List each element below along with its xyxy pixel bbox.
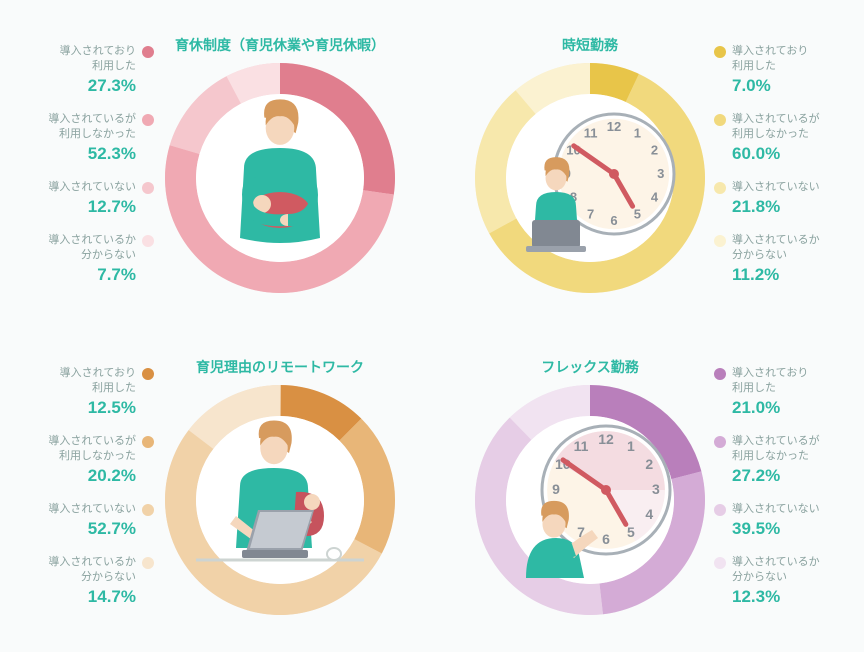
legend-label: 導入されているか 分からない bbox=[6, 555, 136, 585]
legend-item: 導入されており 利用した7.0% bbox=[732, 44, 862, 96]
legend-dot bbox=[714, 235, 726, 247]
legend-dot bbox=[142, 368, 154, 380]
svg-text:6: 6 bbox=[602, 531, 610, 547]
svg-text:3: 3 bbox=[657, 166, 664, 181]
legend-dot bbox=[714, 368, 726, 380]
legend-label: 導入されているか 分からない bbox=[732, 233, 862, 263]
legend-label: 導入されているが 利用しなかった bbox=[6, 434, 136, 464]
legend-pct: 12.3% bbox=[732, 587, 862, 607]
legend-dot bbox=[714, 557, 726, 569]
legend-dot bbox=[714, 46, 726, 58]
legend-item: 導入されているか 分からない7.7% bbox=[6, 233, 136, 285]
legend-pct: 52.7% bbox=[6, 519, 136, 539]
legend-pct: 60.0% bbox=[732, 144, 862, 164]
legend-label: 導入されているが 利用しなかった bbox=[732, 112, 862, 142]
legend-dot bbox=[714, 114, 726, 126]
svg-text:11: 11 bbox=[574, 438, 589, 454]
legend-dot bbox=[142, 557, 154, 569]
legend-flex-time: 導入されており 利用した21.0%導入されているが 利用しなかった27.2%導入… bbox=[732, 366, 862, 623]
legend-pct: 27.2% bbox=[732, 466, 862, 486]
legend-item: 導入されているか 分からない14.7% bbox=[6, 555, 136, 607]
legend-pct: 11.2% bbox=[732, 265, 862, 285]
legend-label: 導入されているか 分からない bbox=[732, 555, 862, 585]
donut-remote-work bbox=[163, 383, 397, 622]
legend-label: 導入されており 利用した bbox=[6, 366, 136, 396]
legend-label: 導入されていない bbox=[732, 502, 862, 517]
legend-item: 導入されており 利用した27.3% bbox=[6, 44, 136, 96]
svg-text:6: 6 bbox=[610, 213, 617, 228]
legend-item: 導入されているか 分からない12.3% bbox=[732, 555, 862, 607]
legend-dot bbox=[714, 436, 726, 448]
legend-pct: 7.7% bbox=[6, 265, 136, 285]
legend-item: 導入されており 利用した12.5% bbox=[6, 366, 136, 418]
legend-dot bbox=[714, 504, 726, 516]
svg-text:12: 12 bbox=[607, 119, 621, 134]
legend-label: 導入されているか 分からない bbox=[6, 233, 136, 263]
svg-text:1: 1 bbox=[634, 125, 641, 140]
title-remote-work: 育児理由のリモートワーク bbox=[130, 357, 430, 377]
legend-label: 導入されているが 利用しなかった bbox=[6, 112, 136, 142]
legend-dot bbox=[142, 235, 154, 247]
legend-remote-work: 導入されており 利用した12.5%導入されているが 利用しなかった20.2%導入… bbox=[6, 366, 136, 623]
legend-pct: 21.8% bbox=[732, 197, 862, 217]
svg-text:1: 1 bbox=[627, 438, 635, 454]
legend-dot bbox=[714, 182, 726, 194]
legend-dot bbox=[142, 504, 154, 516]
legend-item: 導入されていない 21.8% bbox=[732, 180, 862, 217]
legend-label: 導入されていない bbox=[732, 180, 862, 195]
legend-item: 導入されているが 利用しなかった60.0% bbox=[732, 112, 862, 164]
legend-item: 導入されているか 分からない11.2% bbox=[732, 233, 862, 285]
legend-pct: 12.7% bbox=[6, 197, 136, 217]
svg-text:12: 12 bbox=[598, 431, 614, 447]
svg-text:2: 2 bbox=[645, 456, 653, 472]
legend-pct: 14.7% bbox=[6, 587, 136, 607]
svg-text:5: 5 bbox=[627, 524, 635, 540]
svg-text:4: 4 bbox=[651, 189, 659, 204]
title-short-hours: 時短勤務 bbox=[440, 35, 740, 55]
legend-pct: 12.5% bbox=[6, 398, 136, 418]
svg-text:9: 9 bbox=[552, 481, 560, 497]
legend-parental-leave: 導入されており 利用した27.3%導入されているが 利用しなかった52.3%導入… bbox=[6, 44, 136, 301]
legend-dot bbox=[142, 182, 154, 194]
title-flex-time: フレックス勤務 bbox=[440, 357, 740, 377]
svg-text:3: 3 bbox=[652, 481, 660, 497]
donut-short-hours: 123456789101112 bbox=[473, 61, 707, 300]
svg-text:11: 11 bbox=[584, 125, 598, 140]
svg-text:2: 2 bbox=[651, 143, 658, 158]
legend-pct: 7.0% bbox=[732, 76, 862, 96]
legend-label: 導入されており 利用した bbox=[6, 44, 136, 74]
title-parental-leave: 育休制度（育児休業や育児休暇） bbox=[130, 35, 430, 55]
legend-item: 導入されていない 52.7% bbox=[6, 502, 136, 539]
svg-text:7: 7 bbox=[587, 207, 594, 222]
legend-short-hours: 導入されており 利用した7.0%導入されているが 利用しなかった60.0%導入さ… bbox=[732, 44, 862, 301]
donut-flex-time: 123456789101112 bbox=[473, 383, 707, 622]
svg-text:5: 5 bbox=[634, 207, 641, 222]
legend-label: 導入されていない bbox=[6, 502, 136, 517]
legend-item: 導入されていない 12.7% bbox=[6, 180, 136, 217]
legend-pct: 52.3% bbox=[6, 144, 136, 164]
legend-item: 導入されているが 利用しなかった52.3% bbox=[6, 112, 136, 164]
legend-pct: 20.2% bbox=[6, 466, 136, 486]
donut-parental-leave bbox=[163, 61, 397, 300]
legend-dot bbox=[142, 46, 154, 58]
legend-label: 導入されていない bbox=[6, 180, 136, 195]
legend-item: 導入されているが 利用しなかった20.2% bbox=[6, 434, 136, 486]
legend-dot bbox=[142, 114, 154, 126]
legend-label: 導入されており 利用した bbox=[732, 366, 862, 396]
legend-label: 導入されているが 利用しなかった bbox=[732, 434, 862, 464]
legend-pct: 39.5% bbox=[732, 519, 862, 539]
legend-item: 導入されているが 利用しなかった27.2% bbox=[732, 434, 862, 486]
svg-text:4: 4 bbox=[645, 506, 653, 522]
legend-pct: 21.0% bbox=[732, 398, 862, 418]
legend-dot bbox=[142, 436, 154, 448]
legend-item: 導入されていない 39.5% bbox=[732, 502, 862, 539]
legend-pct: 27.3% bbox=[6, 76, 136, 96]
legend-label: 導入されており 利用した bbox=[732, 44, 862, 74]
legend-item: 導入されており 利用した21.0% bbox=[732, 366, 862, 418]
